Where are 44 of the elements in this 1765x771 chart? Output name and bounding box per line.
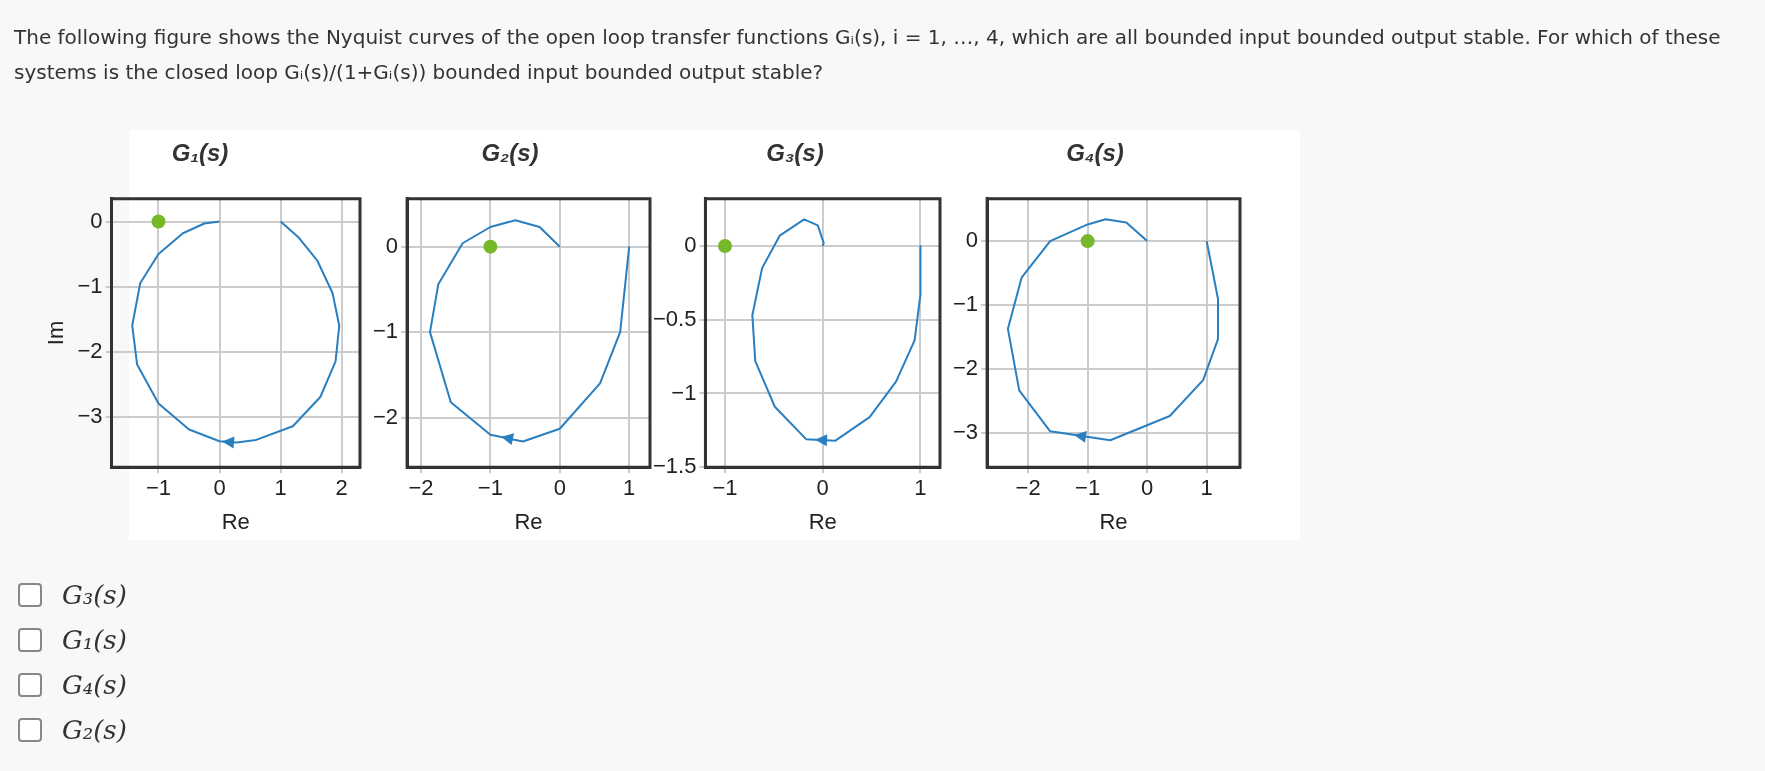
chart-title: G₂(s) [481,139,539,167]
text: G₄(s) [62,669,127,700]
x-tick-label: 1 [274,475,287,501]
x-axis-title: Re [808,508,837,534]
y-axis-title: Im [43,320,69,346]
x-axis-title: Re [1099,508,1128,534]
x-tick-label: 0 [213,475,226,501]
x-tick-label: −1 [1075,475,1101,501]
x-tick-label: 0 [1141,475,1154,501]
x-tick-label: −1 [477,475,503,501]
y-tick-label: −1 [671,379,697,405]
x-tick-label: 0 [816,475,829,501]
y-tick-label: −2 [372,403,399,429]
chart-title: G₁(s) [171,139,229,167]
x-tick-label: 1 [1200,475,1213,501]
x-tick-label: 0 [553,475,566,501]
x-tick-label: 1 [623,475,636,501]
y-tick-label: −2 [77,337,103,363]
chart-title: G₃(s) [766,139,824,167]
x-tick-label: −1 [145,475,172,501]
text: G₃(s) [62,579,127,610]
y-tick-label: −1.5 [652,453,697,479]
y-tick-label: −1 [372,318,399,344]
y-tick-label: −3 [77,402,103,428]
text: G₁(s) [62,624,127,655]
x-tick-label: −1 [712,475,738,501]
text: The following figure shows the Nyquist curves of the open loop transfer functions Gᵢ(s), i = 1, …, 4, which are all bounded input bounded output stable. For which of these systems is the closed loop Gᵢ(s)/(1+Gᵢ(s)) bounded input bounded output stable? [14,25,1721,84]
y-tick-label: 0 [385,232,399,258]
y-tick-label: −1 [77,272,103,298]
y-tick-label: −2 [952,355,979,381]
y-tick-label: −0.5 [652,305,697,331]
x-axis-title: Re [221,508,250,534]
y-tick-label: 0 [684,232,697,258]
x-tick-label: 2 [335,475,348,501]
x-tick-label: −2 [408,475,434,501]
y-tick-label: −3 [952,419,979,445]
x-axis-title: Re [514,508,543,534]
x-tick-label: 1 [914,475,927,501]
text: G₂(s) [62,714,127,745]
y-tick-label: −1 [952,291,979,317]
y-tick-label: 0 [90,207,103,233]
y-tick-label: 0 [965,227,979,253]
x-tick-label: −2 [1015,475,1041,501]
chart-title: G₄(s) [1066,139,1124,167]
